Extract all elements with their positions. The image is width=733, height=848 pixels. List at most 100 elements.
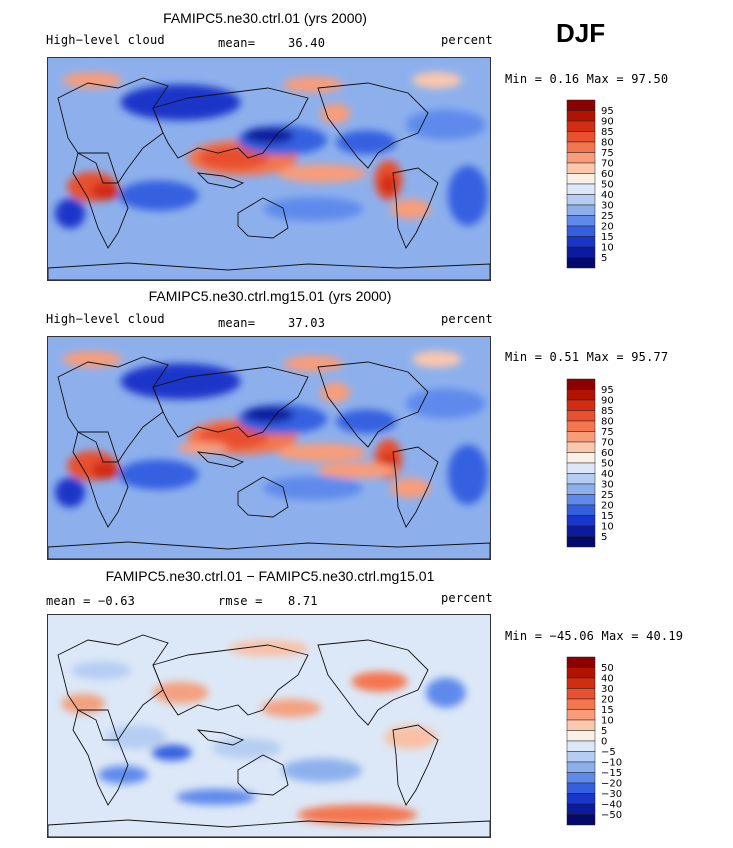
colorbar-swatch [566, 141, 596, 153]
panel-1-map [47, 57, 491, 281]
colorbar-tick-label: 40 [601, 190, 614, 201]
field-contour [198, 424, 269, 449]
colorbar-swatch [566, 204, 596, 216]
field-contour [61, 693, 106, 714]
colorbar-swatch [566, 772, 596, 784]
panel-2-mean-label: mean= [218, 316, 256, 330]
field-contour [405, 109, 486, 140]
field-contour [425, 677, 466, 708]
colorbar-tick-label: −5 [601, 747, 616, 758]
panel-1-title: FAMIPC5.ne30.ctrl.01 (yrs 2000) [163, 10, 367, 26]
field-contour [283, 76, 344, 93]
panel-2-title: FAMIPC5.ne30.ctrl.mg15.01 (yrs 2000) [148, 288, 392, 304]
coastline [48, 819, 490, 837]
colorbar-tick-label: 70 [601, 159, 614, 170]
colorbar-swatch [566, 494, 596, 506]
field-contour [317, 462, 398, 479]
field-contour [71, 661, 132, 680]
colorbar-swatch [566, 410, 596, 422]
coastline [237, 197, 289, 239]
panel-1-variable-label: High−level cloud [46, 33, 165, 47]
field-contour [263, 475, 364, 500]
coastline [392, 167, 439, 249]
coastline [196, 172, 245, 189]
colorbar-swatch [566, 656, 596, 668]
colorbar-swatch [566, 173, 596, 185]
field-contour [91, 182, 120, 201]
colorbar-tick-label: 15 [601, 705, 614, 716]
colorbar-tick-label: 25 [601, 490, 614, 501]
colorbar-swatch [566, 719, 596, 731]
field-contour [277, 443, 368, 462]
colorbar-swatch [566, 131, 596, 143]
field-contour [55, 198, 86, 229]
field-contour [283, 355, 344, 372]
panel-1-mean-label: mean= [218, 36, 256, 50]
panel-3-map [47, 614, 491, 838]
panel-3-mean-label: mean = −0.63 [46, 594, 136, 608]
field-contour [149, 256, 389, 273]
colorbar-swatch [566, 803, 596, 815]
colorbar-tick-label: 10 [601, 716, 614, 727]
colorbar-tick-label: 75 [601, 427, 614, 438]
coastline [196, 729, 245, 746]
panel-2-mean-value: 37.03 [288, 316, 326, 330]
coastline [317, 361, 429, 448]
coastline [72, 431, 129, 528]
field-contour [55, 477, 86, 508]
colorbar-swatch [566, 677, 596, 689]
colorbar-swatch [566, 152, 596, 164]
colorbar-tick-label: −50 [601, 810, 622, 821]
colorbar-tick-label: 30 [601, 201, 614, 212]
colorbar-swatch [566, 99, 596, 111]
coastline [237, 754, 289, 796]
colorbar-tick-label: 90 [601, 117, 614, 128]
colorbar-swatch [566, 378, 596, 390]
field-contour [282, 758, 363, 783]
panel-3-minmax: Min = −45.06 Max = 40.19 [505, 629, 684, 643]
field-contour [244, 406, 294, 423]
colorbar-swatch [566, 782, 596, 794]
field-contour [297, 804, 418, 825]
colorbar-tick-label: 15 [601, 511, 614, 522]
colorbar-swatch [566, 257, 596, 269]
field-contour [277, 164, 368, 183]
field-contour [336, 409, 397, 434]
panel-1-colorbar: 95 90 85 80 75 70 60 50 40 30 25 20 15 10 5 [566, 99, 627, 272]
colorbar-swatch [566, 709, 596, 721]
colorbar-swatch [566, 162, 596, 174]
coastline [72, 152, 129, 249]
colorbar-swatch [566, 120, 596, 132]
season-label: DJF [556, 18, 606, 48]
colorbar-tick-label: 5 [601, 253, 607, 264]
colorbar-tick-label: 50 [601, 459, 614, 470]
colorbar-swatch [566, 730, 596, 742]
panel-1-minmax: Min = 0.16 Max = 97.50 [505, 72, 669, 86]
colorbar-tick-label: 40 [601, 469, 614, 480]
coastline [57, 634, 169, 741]
colorbar-swatch [566, 420, 596, 432]
colorbar-tick-label: 70 [601, 438, 614, 449]
colorbar-tick-label: 60 [601, 448, 614, 459]
colorbar-swatch [566, 793, 596, 805]
field-contour [175, 789, 256, 806]
colorbar-tick-label: 95 [601, 385, 614, 396]
colorbar-swatch [566, 431, 596, 443]
field-contour [411, 351, 462, 368]
field-contour [320, 382, 351, 403]
colorbar-tick-label: 25 [601, 211, 614, 222]
colorbar-tick-label: 20 [601, 695, 614, 706]
colorbar-swatch [566, 504, 596, 516]
field-contour [384, 725, 437, 750]
field-contour [244, 127, 294, 144]
colorbar-tick-label: −10 [601, 758, 622, 769]
coastline [48, 262, 490, 280]
coastline [392, 446, 439, 528]
colorbar-swatch [566, 225, 596, 237]
colorbar-tick-label: 30 [601, 480, 614, 491]
coastline [317, 639, 429, 726]
field-contour [320, 103, 351, 124]
field-contour [411, 72, 462, 89]
colorbar-swatch [566, 667, 596, 679]
field-contour [261, 699, 322, 718]
